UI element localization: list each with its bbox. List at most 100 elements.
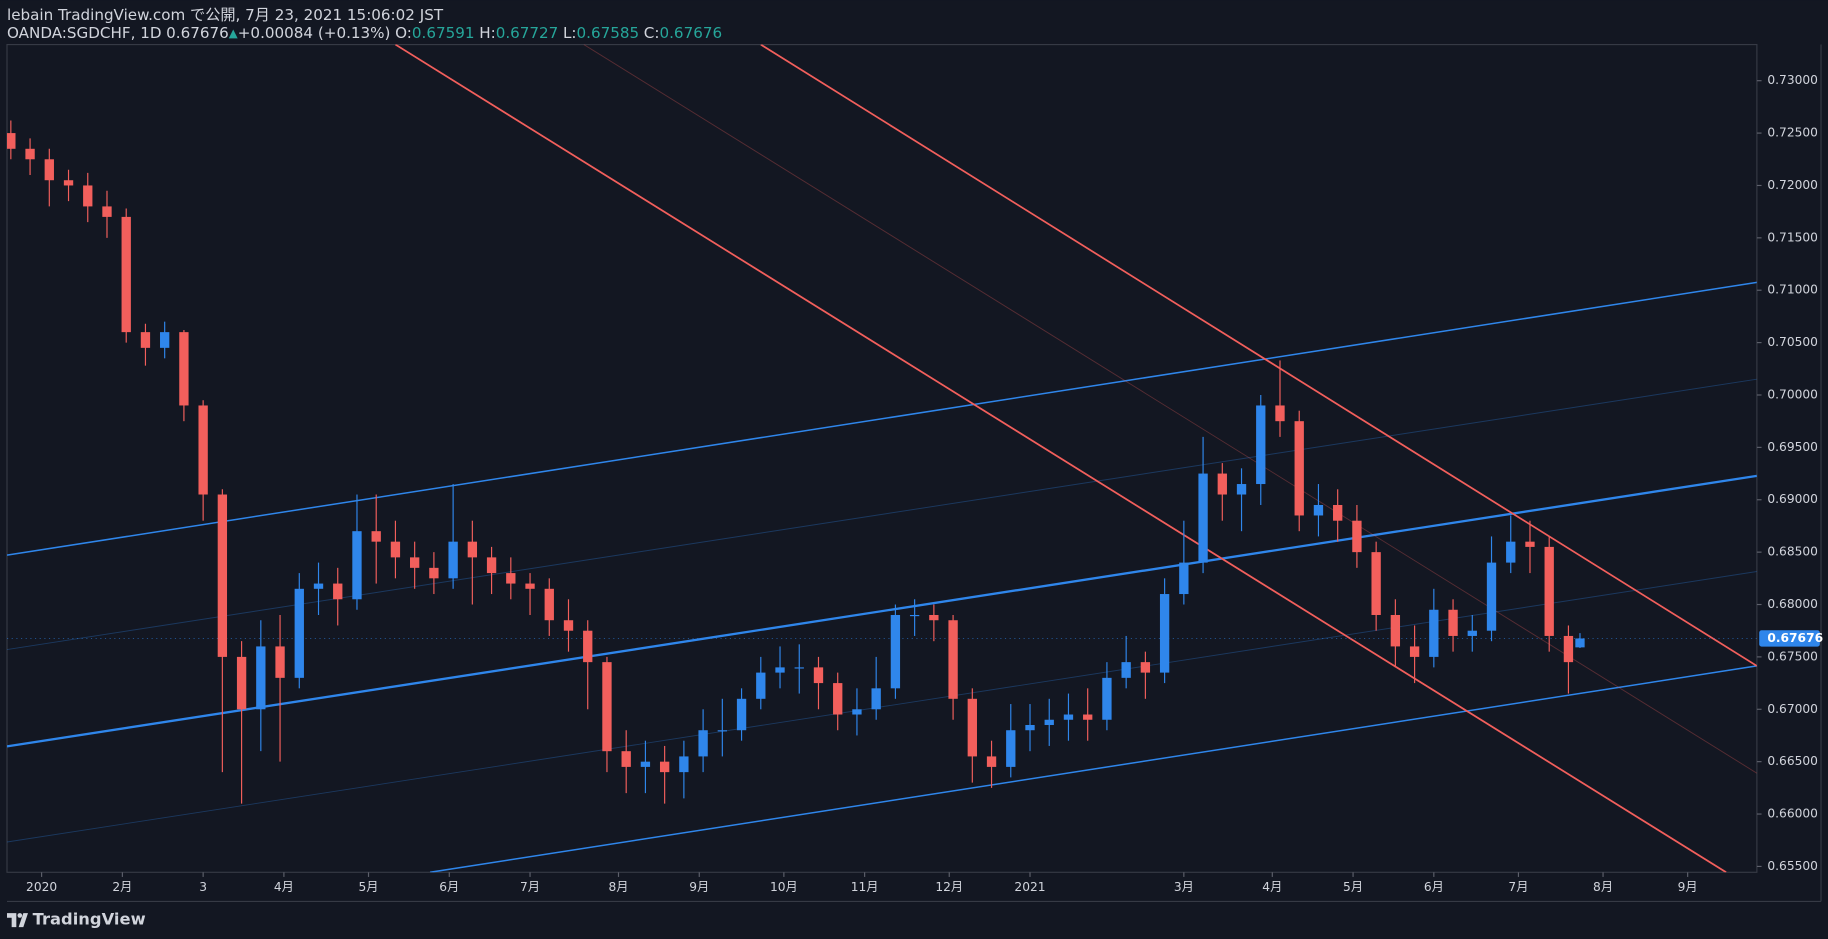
candle-body (698, 730, 708, 757)
x-tick-label: 4月 (1262, 880, 1282, 894)
low-label: L: (563, 23, 577, 41)
candle-body (659, 761, 670, 773)
candle-body (506, 573, 516, 584)
candle-body (1313, 504, 1324, 516)
candle-body (775, 667, 785, 673)
brand: TradingView (33, 910, 146, 929)
candle-body (83, 185, 93, 207)
trend-line (6, 474, 1757, 748)
x-tick-label: 6月 (439, 880, 459, 894)
candle-body (1390, 614, 1401, 647)
brand-logo (6, 913, 28, 928)
candle-body (1429, 609, 1439, 657)
candle-body (313, 583, 324, 589)
candle-body (179, 332, 189, 406)
plot-border (6, 43, 1758, 873)
candle-body (1525, 541, 1535, 547)
trend-line (6, 281, 1757, 556)
candle-body (1006, 730, 1016, 767)
x-tick-label: 2月 (112, 880, 132, 894)
trend-line (6, 571, 1757, 843)
candle-body (563, 620, 574, 631)
candle-body (256, 646, 266, 710)
candle-body (813, 667, 824, 684)
last-price-label: 0.67676 (1767, 631, 1823, 645)
x-tick-label: 4月 (274, 880, 294, 894)
candle-body (756, 672, 766, 699)
candle-body (1025, 724, 1035, 731)
candle-body (102, 206, 112, 217)
candle-body (1140, 662, 1151, 673)
x-tick-label: 8月 (1593, 880, 1613, 894)
candle-body (6, 133, 16, 149)
x-tick-label: 9月 (689, 880, 709, 894)
candle-body (544, 588, 554, 621)
close-label: C: (644, 23, 660, 41)
y-tick-label: 0.71000 (1767, 283, 1818, 297)
y-tick-label: 0.73000 (1767, 73, 1818, 87)
candle-body (1044, 719, 1054, 725)
x-tick-label: 5月 (1343, 880, 1363, 894)
candle-body (1121, 662, 1131, 678)
candle-body (352, 531, 362, 600)
plot-layer (6, 44, 1757, 873)
candle-body (371, 531, 381, 542)
y-tick-label: 0.72000 (1767, 178, 1818, 192)
candle-body (1256, 405, 1266, 485)
candle-body (1448, 609, 1458, 636)
candle-body (1575, 638, 1585, 648)
candle-body (1544, 546, 1554, 636)
candle-body (1486, 562, 1497, 631)
candle-body (160, 332, 170, 348)
y-tick-label: 0.66000 (1767, 807, 1818, 821)
candle-body (140, 332, 151, 348)
x-tick-label: 10月 (770, 880, 798, 894)
low-value: 0.67585 (577, 23, 640, 41)
y-tick-label: 0.70500 (1767, 335, 1818, 349)
candle-body (640, 761, 651, 767)
candle-body (1179, 562, 1189, 595)
y-tick-label: 0.71500 (1767, 230, 1818, 244)
candle-body (525, 583, 535, 589)
candle-body (1371, 552, 1381, 615)
trend-line (583, 44, 1757, 774)
x-tick-label: 6月 (1424, 880, 1444, 894)
candle-body (833, 683, 843, 715)
x-tick-label: 2021 (1014, 880, 1045, 894)
candle-body (852, 709, 862, 715)
symbol: OANDA:SGDCHF, 1D (7, 23, 162, 41)
y-tick-label: 0.68500 (1767, 545, 1818, 559)
candle-body (717, 730, 727, 732)
candle-body (736, 698, 747, 731)
y-tick-label: 0.67500 (1767, 649, 1818, 663)
candle-body (448, 541, 458, 579)
candle-body (794, 667, 804, 669)
candle-body (390, 541, 401, 558)
trend-line (394, 44, 1727, 873)
candle-body (1083, 714, 1093, 720)
chart-title: lebain TradingView.com で公開, 7月 23, 2021 … (7, 6, 444, 24)
y-tick-label: 0.70000 (1767, 387, 1818, 401)
candle-body (871, 688, 881, 710)
candle-body (294, 588, 304, 678)
x-tick-label: 9月 (1678, 880, 1698, 894)
candle-body (121, 216, 131, 333)
candle-body (1467, 630, 1477, 636)
x-tick-label: 11月 (851, 880, 879, 894)
y-tick-label: 0.72500 (1767, 126, 1818, 140)
last-price: 0.67676 (166, 23, 229, 41)
candle-body (236, 656, 247, 710)
x-tick-label: 3月 (1174, 880, 1194, 894)
candle-body (1159, 594, 1170, 673)
x-tick-label: 3 (199, 880, 207, 894)
trend-line (760, 44, 1757, 667)
candle-body (986, 756, 997, 767)
candle-body (948, 620, 958, 699)
candle-body (1294, 421, 1304, 516)
candle-body (1102, 677, 1112, 720)
high-value: 0.67727 (496, 23, 559, 41)
candle-body (25, 148, 35, 160)
